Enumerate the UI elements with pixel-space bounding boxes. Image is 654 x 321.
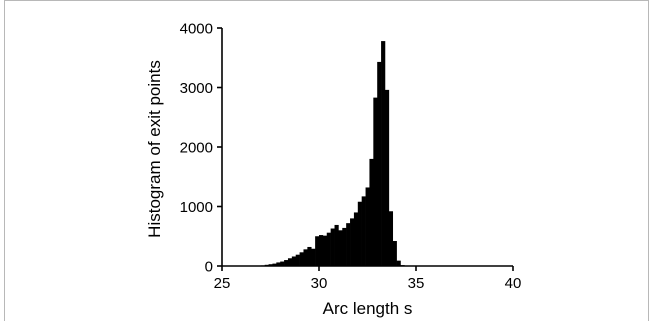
frame-top-border [4,0,649,1]
histogram-bar [295,254,300,266]
y-axis-ticks: 0 1000 2000 3000 4000 [180,21,222,276]
histogram-bar [291,256,297,266]
x-tick-label: 30 [311,275,328,292]
histogram-bars [256,41,405,267]
y-tick-label: 3000 [180,80,213,97]
histogram-bar [388,211,394,266]
y-tick-label: 2000 [180,140,213,157]
histogram-bar [338,230,343,266]
histogram-bar [319,235,324,266]
histogram-bar [315,236,320,266]
histogram-bar [361,196,366,266]
histogram-bar [373,97,378,267]
histogram-bar [276,262,281,266]
histogram-bar [272,263,277,266]
histogram-bar [334,224,339,266]
histogram-bar [307,246,312,266]
histogram-bar [326,232,331,266]
frame-right-border [648,0,649,321]
histogram-bar [353,212,359,266]
histogram-bar [342,227,347,266]
y-tick-label: 1000 [180,199,213,216]
histogram-bar [330,228,335,266]
histogram-bar [392,241,397,266]
histogram-bar [396,260,401,266]
histogram-bar [365,187,370,266]
x-tick-label: 25 [214,275,231,292]
histogram-bar [357,201,362,266]
histogram-bar [346,223,351,266]
histogram-bar [322,235,328,266]
histogram-bar [268,264,273,266]
y-axis-label: Histogram of exit points [145,60,164,238]
x-axis-label: Arc length s [323,299,413,318]
histogram-bar [303,249,308,266]
x-tick-label: 35 [408,275,425,292]
x-axis-ticks: 25 30 35 40 [214,266,522,292]
histogram-bar [299,252,304,266]
histogram-bar [311,248,316,266]
histogram-bar [377,61,382,266]
histogram-bar [369,158,374,266]
histogram-bar [381,41,386,267]
x-tick-label: 40 [505,275,522,292]
histogram-bar [350,218,355,266]
histogram-bar [384,89,390,266]
histogram-bar [280,261,285,266]
histogram-bar [287,258,293,266]
y-tick-label: 4000 [180,21,213,38]
y-tick-label: 0 [205,259,213,276]
frame-left-border [4,0,5,321]
histogram-bar [284,260,289,266]
